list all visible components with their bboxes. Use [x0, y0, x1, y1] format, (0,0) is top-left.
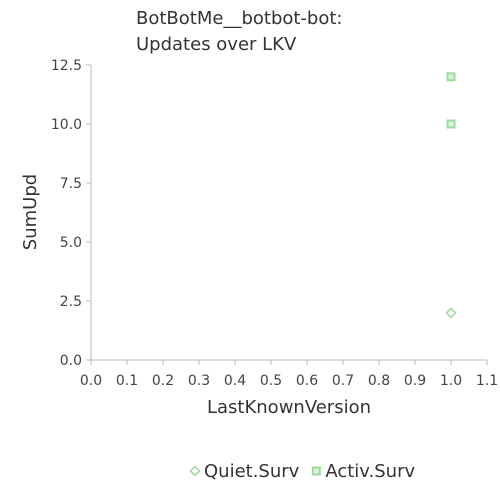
x-tick-label: 0.8 — [368, 373, 390, 389]
legend-marker-diamond — [189, 465, 201, 477]
x-axis-label: LastKnownVersion — [207, 397, 371, 418]
chart-title-line-1: BotBotMe__botbot-bot: — [136, 8, 343, 29]
legend-marker-square — [311, 466, 321, 476]
chart-title: BotBotMe__botbot-bot: Updates over LKV — [136, 8, 343, 55]
legend-entry-label: Activ.Surv — [325, 461, 415, 482]
x-tick-label: 0.4 — [224, 373, 246, 389]
y-ticks: 0.0 2.5 5.0 7.5 10.0 12.5 — [51, 58, 91, 369]
data-points — [445, 72, 457, 319]
chart-title-line-2: Updates over LKV — [136, 34, 297, 55]
data-point — [445, 307, 457, 319]
x-tick-label: 1.1 — [476, 373, 498, 389]
data-point — [446, 119, 456, 129]
x-tick-label: 1.0 — [440, 373, 462, 389]
y-tick-label: 7.5 — [60, 176, 82, 192]
x-tick-label: 0.1 — [116, 373, 138, 389]
y-tick-label: 2.5 — [60, 294, 82, 310]
y-tick-label: 5.0 — [60, 235, 82, 251]
x-tick-label: 0.6 — [296, 373, 318, 389]
y-tick-label: 12.5 — [51, 58, 82, 74]
y-axis-label: SumUpd — [20, 174, 41, 250]
x-tick-label: 0.2 — [152, 373, 174, 389]
x-tick-label: 0.0 — [80, 373, 102, 389]
legend: Quiet.Surv Activ.Surv — [189, 461, 415, 482]
data-point — [446, 72, 456, 82]
legend-entry-label: Quiet.Surv — [204, 461, 300, 482]
x-tick-label: 0.9 — [404, 373, 426, 389]
x-ticks: 0.0 0.1 0.2 0.3 0.4 0.5 0.6 0.7 0.8 0.9 1.0 1.1 — [80, 360, 498, 389]
x-tick-label: 0.7 — [332, 373, 354, 389]
y-tick-label: 10.0 — [51, 117, 82, 133]
x-tick-label: 0.5 — [260, 373, 282, 389]
axes — [90, 65, 487, 361]
y-tick-label: 0.0 — [60, 353, 82, 369]
x-tick-label: 0.3 — [188, 373, 210, 389]
